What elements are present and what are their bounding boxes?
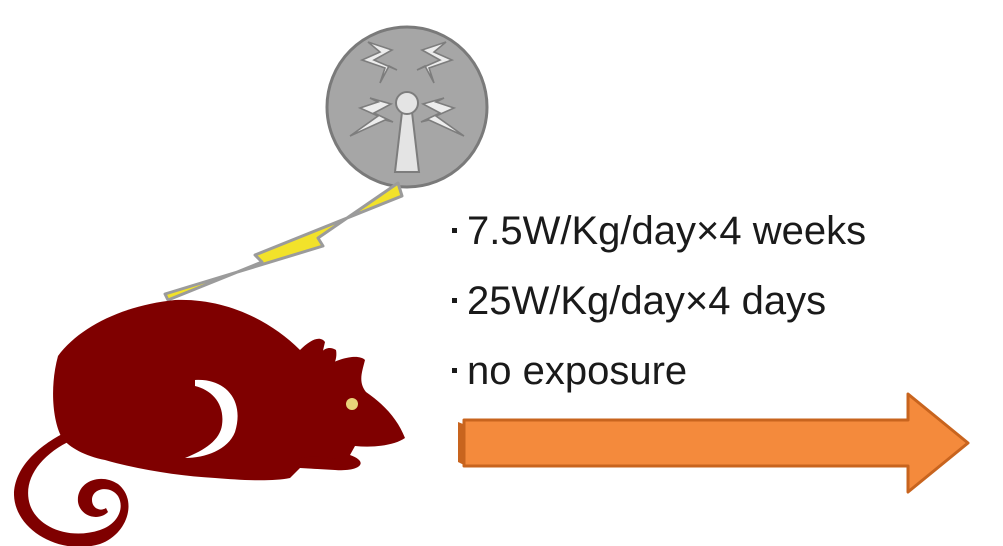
exposure-conditions-list: 7.5W/Kg/day×4 weeks 25W/Kg/day×4 days no…: [450, 196, 866, 406]
right-arrow-icon: [458, 392, 970, 494]
bullet-icon: [452, 297, 457, 303]
condition-25w-4-days: 25W/Kg/day×4 days: [450, 266, 866, 336]
condition-text: no exposure: [467, 349, 688, 393]
rat-icon: [14, 299, 406, 546]
condition-no-exposure: no exposure: [450, 336, 866, 406]
condition-text: 7.5W/Kg/day×4 weeks: [467, 209, 867, 253]
radio-transmitter-icon: [325, 25, 489, 189]
bullet-icon: [452, 367, 457, 373]
bullet-icon: [452, 227, 457, 233]
condition-text: 25W/Kg/day×4 days: [467, 279, 827, 323]
condition-7-5w-4-weeks: 7.5W/Kg/day×4 weeks: [450, 196, 866, 266]
lightning-bolt-icon: [163, 181, 404, 302]
